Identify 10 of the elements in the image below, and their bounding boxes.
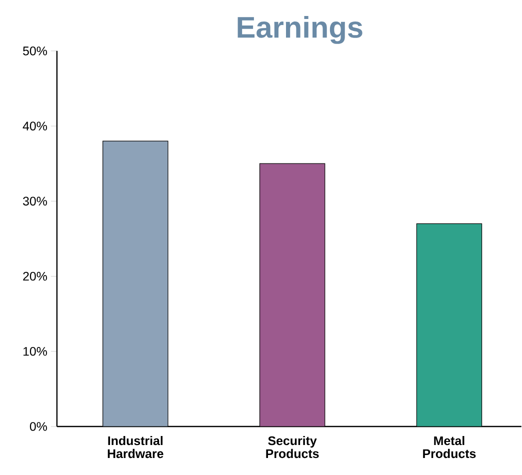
- y-tick-label: 50%: [23, 46, 47, 56]
- y-tick-label: 30%: [23, 196, 47, 206]
- chart-title: Earnings: [238, 16, 362, 44]
- y-tick-label: 10%: [23, 346, 47, 356]
- x-tick-label: Metal Products: [423, 436, 476, 458]
- y-tick-label: 40%: [22, 121, 47, 130]
- x-tick-label: Industrial Hardware: [108, 436, 164, 458]
- y-tick-label: 0%: [30, 422, 47, 431]
- x-tick-label: Security Products: [266, 436, 319, 458]
- y-tick-label: 20%: [23, 272, 47, 280]
